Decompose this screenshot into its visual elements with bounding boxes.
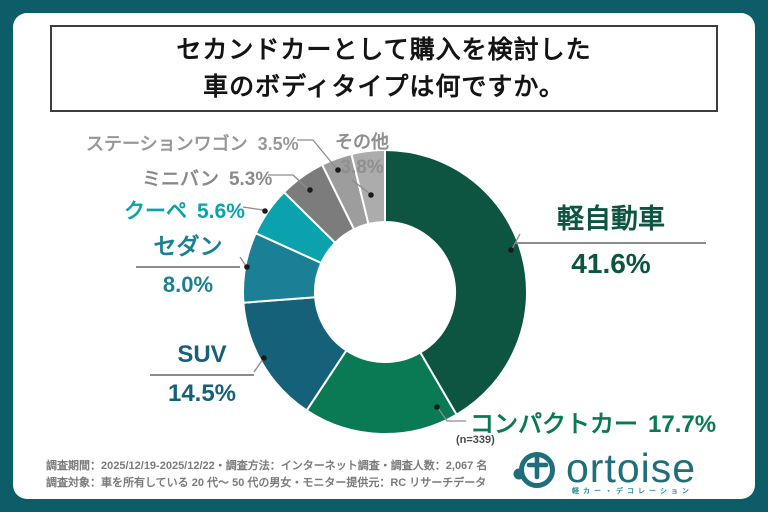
segment-name: クーペ [124,200,187,223]
segment-value: 17.7% [648,411,717,438]
label-station-wagon: ステーションワゴン 3.5% [86,130,299,156]
logo-wordmark: ortoise [566,445,697,491]
sample-size-note: (n=339) [456,434,495,446]
donut-segment [350,149,386,225]
leader-dot [261,355,267,361]
page-title-line2: 車のボディタイプは何ですか。 [203,72,565,101]
leader-dot [368,192,374,198]
leader-line [253,358,264,373]
label-minivan: ミニバン 5.3% [142,164,272,191]
leader-dot [508,247,514,253]
segment-name: コンパクトカー [470,411,638,438]
title-box: セカンドカーとして購入を検討した 車のボディタイプは何ですか。 [50,25,718,112]
leader-dot [307,187,313,193]
segment-value: 14.5% [167,380,237,407]
segment-name: ステーションワゴン [86,134,248,154]
label-sedan: セダン 8.0% [136,227,240,298]
label-coupe: クーペ 5.6% [124,195,245,225]
survey-notes: 調査期間：2025/12/19-2025/12/22・調査方法：インターネット調… [46,458,487,492]
donut-segment [384,149,528,416]
segment-name: セダン [136,227,240,268]
segment-value: 3.5% [257,134,299,154]
turtle-icon [513,452,555,488]
page-title-line1: セカンドカーとして購入を検討した [176,35,592,64]
segment-value: 3.8% [340,157,384,178]
segment-value: 8.0% [162,272,214,297]
label-other: その他 3.8% [329,128,395,179]
leader-dot [244,264,250,270]
leader-line [297,139,337,169]
segment-name: その他 [335,132,389,152]
leader-dot [335,167,341,173]
segment-name: ミニバン [142,169,219,190]
segment-name: SUV [150,341,254,376]
logo-tagline: 軽カー・デコレーション [572,488,693,495]
segment-value: 5.3% [228,169,273,190]
leader-line [242,206,264,211]
leader-line [239,256,247,267]
segment-name: 軽自動車 [516,197,706,244]
leader-dot [262,208,268,214]
segment-value: 5.6% [197,200,245,223]
label-kei-jidosha: 軽自動車 41.6% [516,197,706,280]
survey-note-line1: 調査期間：2025/12/19-2025/12/22・調査方法：インターネット調… [46,460,488,472]
label-suv: SUV 14.5% [150,341,254,408]
leader-line [437,407,466,422]
leader-dot [434,404,440,410]
leader-line [511,233,521,250]
leader-line [268,174,309,190]
segment-value: 41.6% [571,248,651,279]
label-compact-car: コンパクトカー 17.7% [470,404,716,439]
tortoise-logo: ortoise 軽カー・デコレーション [506,444,697,495]
leader-line [351,179,370,194]
survey-note-line2: 調査対象：車を所有している 20 代〜 50 代の男女・モニター提供元：RC リ… [46,477,487,489]
